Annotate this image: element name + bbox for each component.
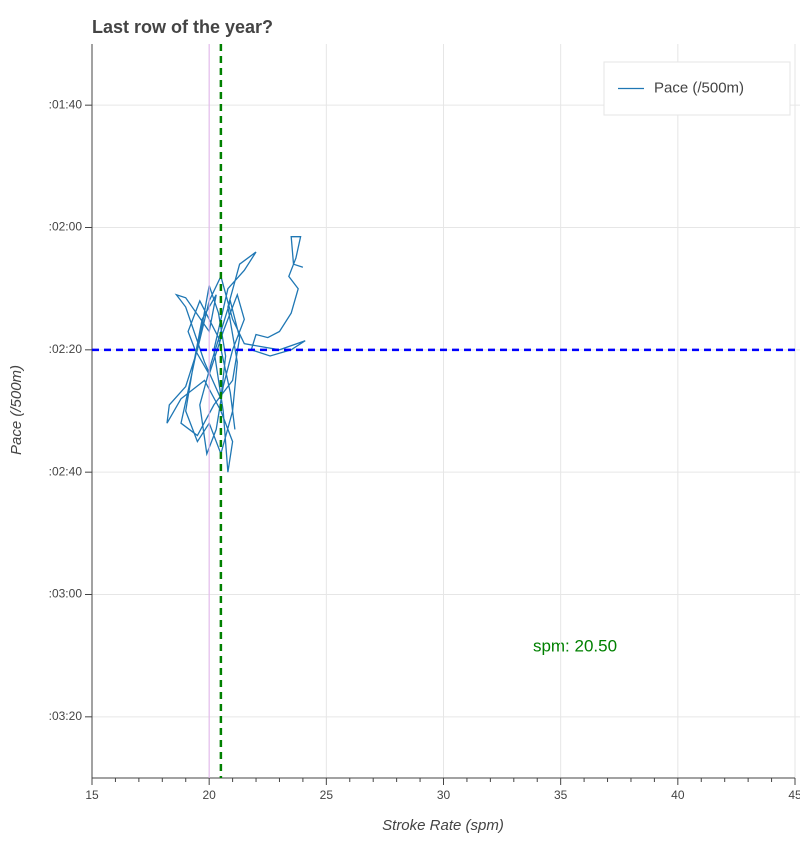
y-tick-label: :02:20 [49,342,83,356]
y-tick-label: :02:00 [49,220,83,234]
y-axis-label: Pace (/500m) [8,365,25,455]
x-tick-label: 40 [671,788,685,802]
y-tick-label: :03:20 [49,709,83,723]
x-tick-label: 15 [85,788,99,802]
legend-label: Pace (/500m) [654,79,744,96]
x-tick-label: 30 [437,788,451,802]
y-tick-label: :01:40 [49,97,83,111]
annotation: spm: 20.50 [533,636,617,655]
x-tick-label: 20 [202,788,216,802]
y-tick-label: :02:40 [49,464,83,478]
x-tick-label: 25 [320,788,334,802]
y-tick-label: :03:00 [49,587,83,601]
chart-title: Last row of the year? [92,17,273,37]
x-tick-label: 35 [554,788,568,802]
x-axis-label: Stroke Rate (spm) [382,817,504,834]
x-tick-label: 45 [788,788,800,802]
line-series [166,236,306,473]
